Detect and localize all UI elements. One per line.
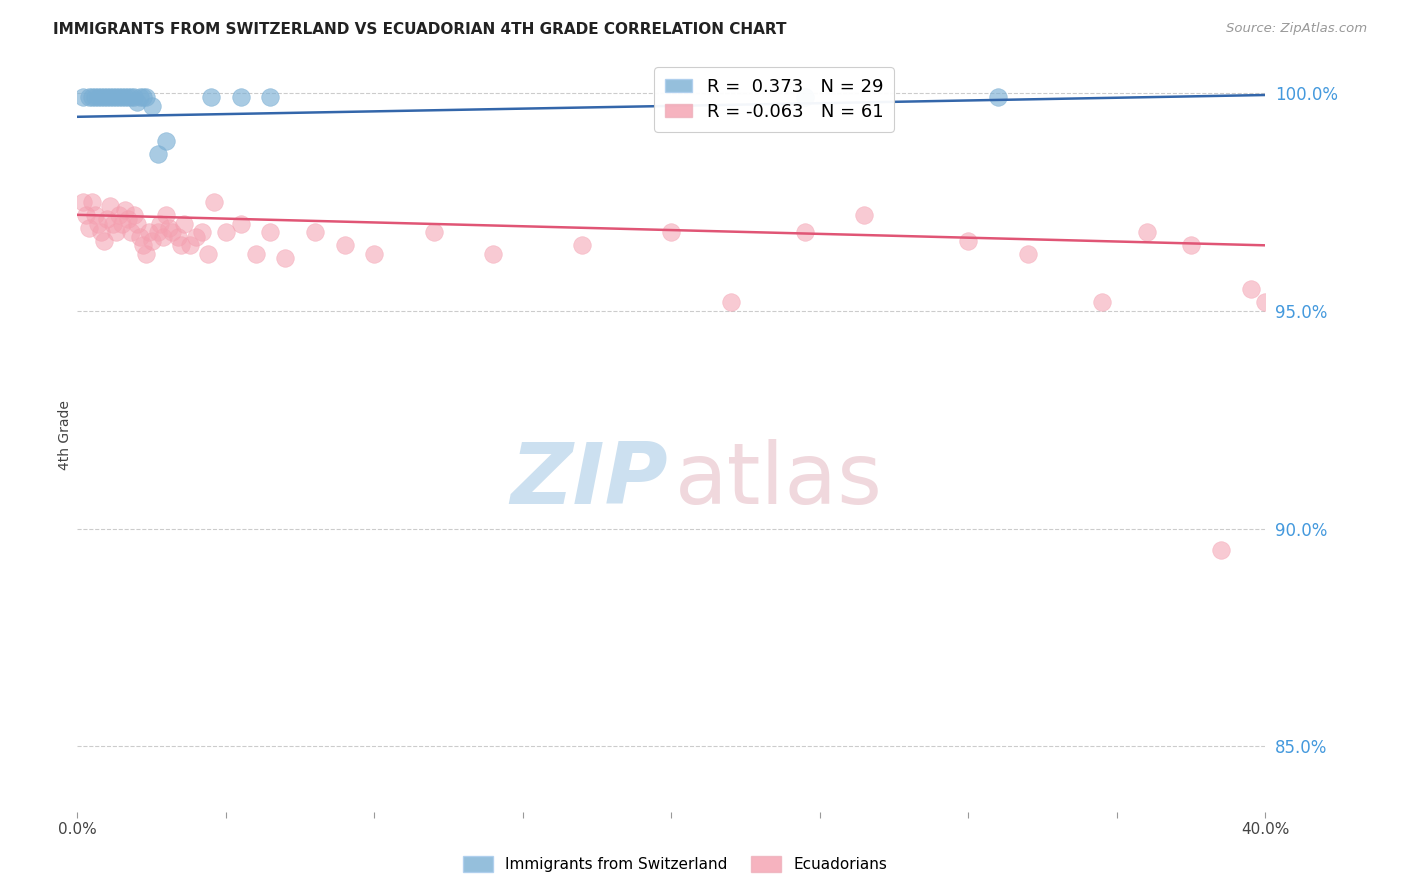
Point: [1180, 238, 1202, 252]
Point: [131, 90, 153, 104]
Point: [98, 90, 121, 104]
Point: [1017, 247, 1039, 261]
Point: [1209, 543, 1232, 558]
Text: Source: ZipAtlas.com: Source: ZipAtlas.com: [1226, 22, 1367, 36]
Point: [304, 225, 326, 239]
Point: [128, 229, 150, 244]
Point: [93, 234, 115, 248]
Point: [135, 247, 157, 261]
Point: [794, 225, 817, 239]
Point: [853, 208, 876, 222]
Point: [170, 238, 193, 252]
Point: [114, 203, 136, 218]
Point: [794, 90, 817, 104]
Point: [1136, 225, 1159, 239]
Point: [259, 90, 281, 104]
Point: [122, 90, 145, 104]
Point: [162, 225, 184, 239]
Point: [82, 90, 104, 104]
Point: [101, 217, 124, 231]
Point: [141, 99, 163, 113]
Legend: R =  0.373   N = 29, R = -0.063   N = 61: R = 0.373 N = 29, R = -0.063 N = 61: [654, 67, 894, 132]
Point: [229, 90, 252, 104]
Point: [135, 90, 157, 104]
Point: [173, 217, 195, 231]
Point: [72, 90, 94, 104]
Point: [146, 225, 169, 239]
Point: [75, 208, 97, 222]
Point: [191, 225, 214, 239]
Point: [661, 225, 683, 239]
Point: [1239, 282, 1261, 296]
Point: [101, 90, 124, 104]
Point: [131, 238, 153, 252]
Point: [122, 208, 145, 222]
Point: [141, 234, 163, 248]
Point: [77, 90, 100, 104]
Point: [111, 217, 134, 231]
Point: [120, 225, 142, 239]
Point: [186, 229, 208, 244]
Point: [197, 247, 219, 261]
Point: [87, 90, 110, 104]
Point: [229, 217, 252, 231]
Point: [152, 229, 174, 244]
Legend: Immigrants from Switzerland, Ecuadorians: Immigrants from Switzerland, Ecuadorians: [456, 848, 894, 880]
Text: IMMIGRANTS FROM SWITZERLAND VS ECUADORIAN 4TH GRADE CORRELATION CHART: IMMIGRANTS FROM SWITZERLAND VS ECUADORIA…: [53, 22, 787, 37]
Point: [179, 238, 201, 252]
Point: [87, 217, 110, 231]
Point: [125, 95, 148, 109]
Point: [128, 90, 150, 104]
Point: [363, 247, 385, 261]
Point: [114, 90, 136, 104]
Text: ZIP: ZIP: [510, 439, 668, 522]
Point: [120, 90, 142, 104]
Point: [202, 194, 225, 209]
Point: [90, 225, 112, 239]
Point: [1091, 295, 1114, 310]
Point: [96, 90, 118, 104]
Point: [155, 134, 177, 148]
Point: [245, 247, 267, 261]
Point: [82, 194, 104, 209]
Point: [200, 90, 222, 104]
Point: [104, 90, 127, 104]
Point: [90, 90, 112, 104]
Point: [571, 238, 593, 252]
Point: [98, 199, 121, 213]
Point: [259, 225, 281, 239]
Point: [274, 252, 297, 266]
Point: [720, 295, 742, 310]
Point: [215, 225, 238, 239]
Y-axis label: 4th Grade: 4th Grade: [58, 400, 72, 470]
Point: [146, 146, 169, 161]
Point: [167, 229, 190, 244]
Point: [423, 225, 446, 239]
Point: [138, 225, 160, 239]
Point: [84, 90, 107, 104]
Point: [72, 194, 94, 209]
Point: [482, 247, 505, 261]
Point: [1254, 295, 1277, 310]
Text: atlas: atlas: [675, 439, 883, 522]
Point: [108, 90, 131, 104]
Point: [333, 238, 356, 252]
Point: [117, 212, 139, 227]
Point: [77, 220, 100, 235]
Point: [125, 217, 148, 231]
Point: [84, 208, 107, 222]
Point: [155, 208, 177, 222]
Point: [111, 90, 134, 104]
Point: [957, 234, 980, 248]
Point: [149, 217, 172, 231]
Point: [157, 220, 180, 235]
Point: [117, 90, 139, 104]
Point: [93, 90, 115, 104]
Point: [104, 225, 127, 239]
Point: [108, 208, 131, 222]
Point: [987, 90, 1010, 104]
Point: [96, 212, 118, 227]
